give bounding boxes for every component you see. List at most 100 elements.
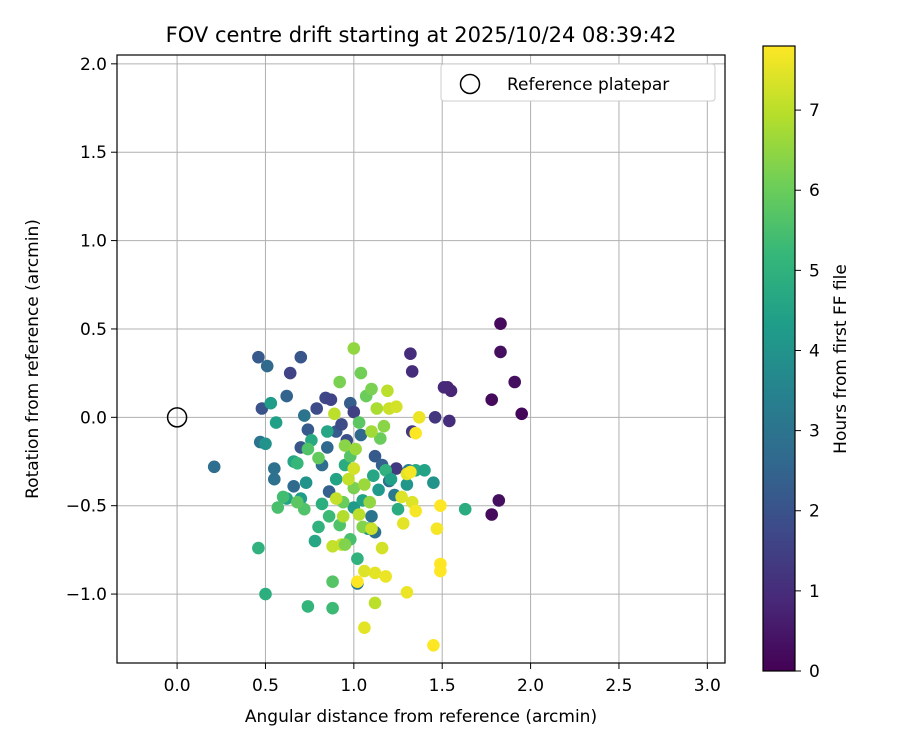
data-point (404, 347, 417, 361)
y-tick-label: −0.5 (66, 497, 107, 517)
data-point (358, 621, 371, 634)
legend-box (440, 63, 716, 102)
data-point (351, 552, 364, 565)
data-point (434, 564, 447, 578)
x-tick-label: 0.5 (252, 676, 279, 696)
data-point (485, 393, 499, 407)
data-point (321, 425, 334, 438)
y-tick-label: 1.5 (80, 143, 107, 163)
x-tick-label: 2.0 (517, 676, 544, 696)
data-point (390, 462, 403, 475)
data-point (269, 416, 283, 429)
data-point (395, 490, 408, 504)
data-point (354, 428, 368, 442)
data-point (308, 534, 322, 548)
data-point (336, 510, 350, 523)
data-point (259, 437, 272, 451)
data-point (301, 423, 315, 437)
data-point (312, 520, 325, 534)
data-point (381, 384, 394, 398)
data-point (252, 350, 265, 364)
data-point (515, 407, 528, 421)
data-point (494, 345, 507, 359)
plot-area (117, 55, 725, 663)
colorbar-tick-label: 3 (809, 422, 820, 442)
legend: Reference platepar (440, 63, 716, 102)
x-tick-label: 2.5 (605, 676, 632, 696)
data-point (363, 495, 377, 509)
data-point (280, 389, 294, 403)
data-point (397, 517, 410, 530)
data-point (301, 600, 315, 613)
data-point (368, 566, 382, 580)
data-point (333, 375, 347, 389)
colorbar-tick-label: 0 (809, 662, 820, 682)
data-point (310, 402, 324, 415)
y-tick-label: 0.5 (80, 320, 107, 340)
data-point (358, 478, 371, 491)
data-point (287, 480, 301, 493)
y-tick-label: −1.0 (66, 585, 107, 605)
data-point (368, 596, 382, 610)
data-point (271, 501, 285, 514)
data-point (427, 476, 440, 490)
plot-frame (116, 54, 726, 664)
data-point (264, 396, 278, 410)
data-point (418, 464, 431, 477)
data-point (338, 439, 352, 452)
data-point (409, 504, 423, 518)
data-point (365, 522, 378, 535)
data-point (268, 472, 281, 486)
data-point (375, 541, 389, 555)
data-point (322, 510, 336, 523)
colorbar-ticks: 0 1 2 3 4 5 6 7 (795, 101, 820, 682)
data-point (326, 601, 339, 615)
data-point (260, 359, 274, 373)
data-point (492, 494, 506, 507)
legend-label: Reference platepar (507, 75, 669, 95)
colorbar-label: Hours from first FF file (831, 264, 851, 454)
data-point (351, 575, 364, 588)
data-point (374, 432, 387, 445)
data-point (443, 414, 456, 428)
data-point (400, 586, 414, 599)
data-point (324, 393, 338, 407)
colorbar-tick-label: 7 (809, 101, 820, 121)
data-point (315, 497, 329, 511)
y-axis-ticks: −1.0 −0.5 0.0 0.5 1.0 1.5 2.0 (66, 55, 117, 605)
data-point (384, 472, 398, 486)
data-point (508, 375, 521, 389)
y-tick-label: 1.0 (80, 232, 107, 252)
x-tick-label: 1.5 (429, 676, 456, 696)
data-point (252, 541, 265, 555)
y-axis-label: Rotation from reference (arcmin) (23, 219, 43, 499)
x-axis-ticks: 0.0 0.5 1.0 1.5 2.0 2.5 3.0 (164, 663, 721, 696)
data-point (352, 508, 366, 521)
x-tick-label: 3.0 (694, 676, 721, 696)
x-tick-label: 1.0 (340, 676, 367, 696)
data-point (365, 382, 378, 396)
data-point (370, 402, 384, 415)
data-point (400, 478, 414, 491)
data-point (377, 419, 391, 433)
data-point (365, 510, 378, 523)
data-point (365, 425, 378, 438)
data-point (428, 411, 442, 424)
colorbar-tick-label: 5 (809, 261, 820, 281)
data-point (390, 400, 403, 414)
data-point (404, 465, 417, 479)
data-point (458, 502, 472, 516)
data-point (329, 492, 343, 505)
data-points (207, 317, 528, 652)
data-point (291, 495, 304, 509)
data-point (347, 462, 361, 475)
data-point (347, 405, 361, 419)
data-point (485, 508, 499, 521)
data-point (391, 502, 405, 516)
colorbar (762, 45, 796, 672)
data-point (291, 457, 304, 470)
data-point (276, 490, 290, 504)
data-point (434, 499, 447, 512)
data-point (294, 350, 308, 364)
